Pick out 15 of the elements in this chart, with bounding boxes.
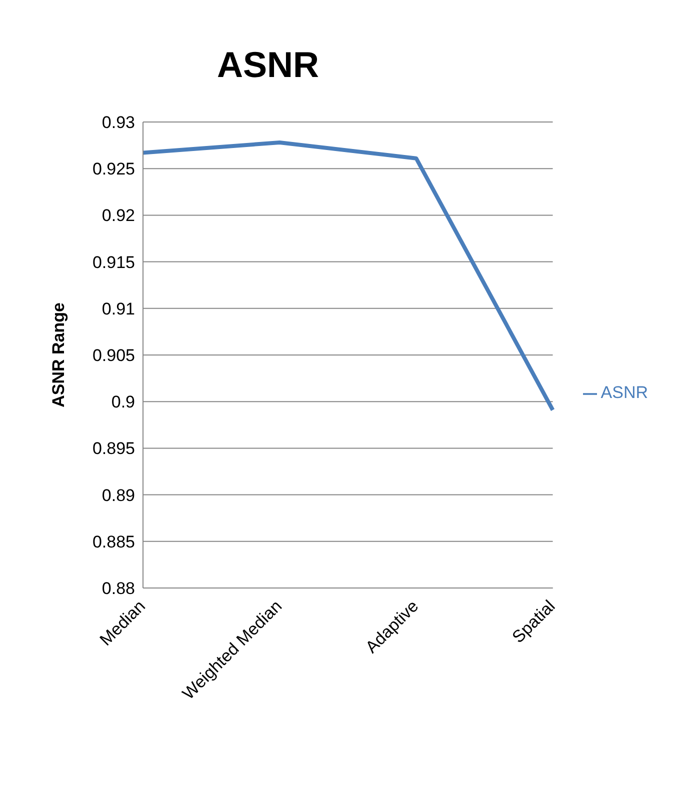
y-tick-label: 0.905	[92, 346, 135, 366]
y-tick-label: 0.88	[102, 579, 135, 598]
y-tick-label: 0.9	[111, 392, 135, 412]
legend-label: ASNR	[600, 383, 648, 402]
y-tick-label: 0.91	[102, 299, 135, 318]
y-tick-label: 0.925	[92, 160, 135, 179]
chart-title: ASNR	[216, 44, 320, 86]
y-tick-label: 0.885	[92, 532, 135, 552]
y-tick-label: 0.92	[102, 206, 135, 226]
y-tick-label: 0.89	[102, 486, 135, 505]
y-tick-label: 0.915	[92, 252, 135, 272]
y-tick-label: 0.895	[92, 439, 135, 458]
y-axis-title: ASNR Range	[49, 302, 68, 408]
line-series	[141, 140, 555, 412]
y-tick-label: 0.93	[102, 113, 135, 132]
